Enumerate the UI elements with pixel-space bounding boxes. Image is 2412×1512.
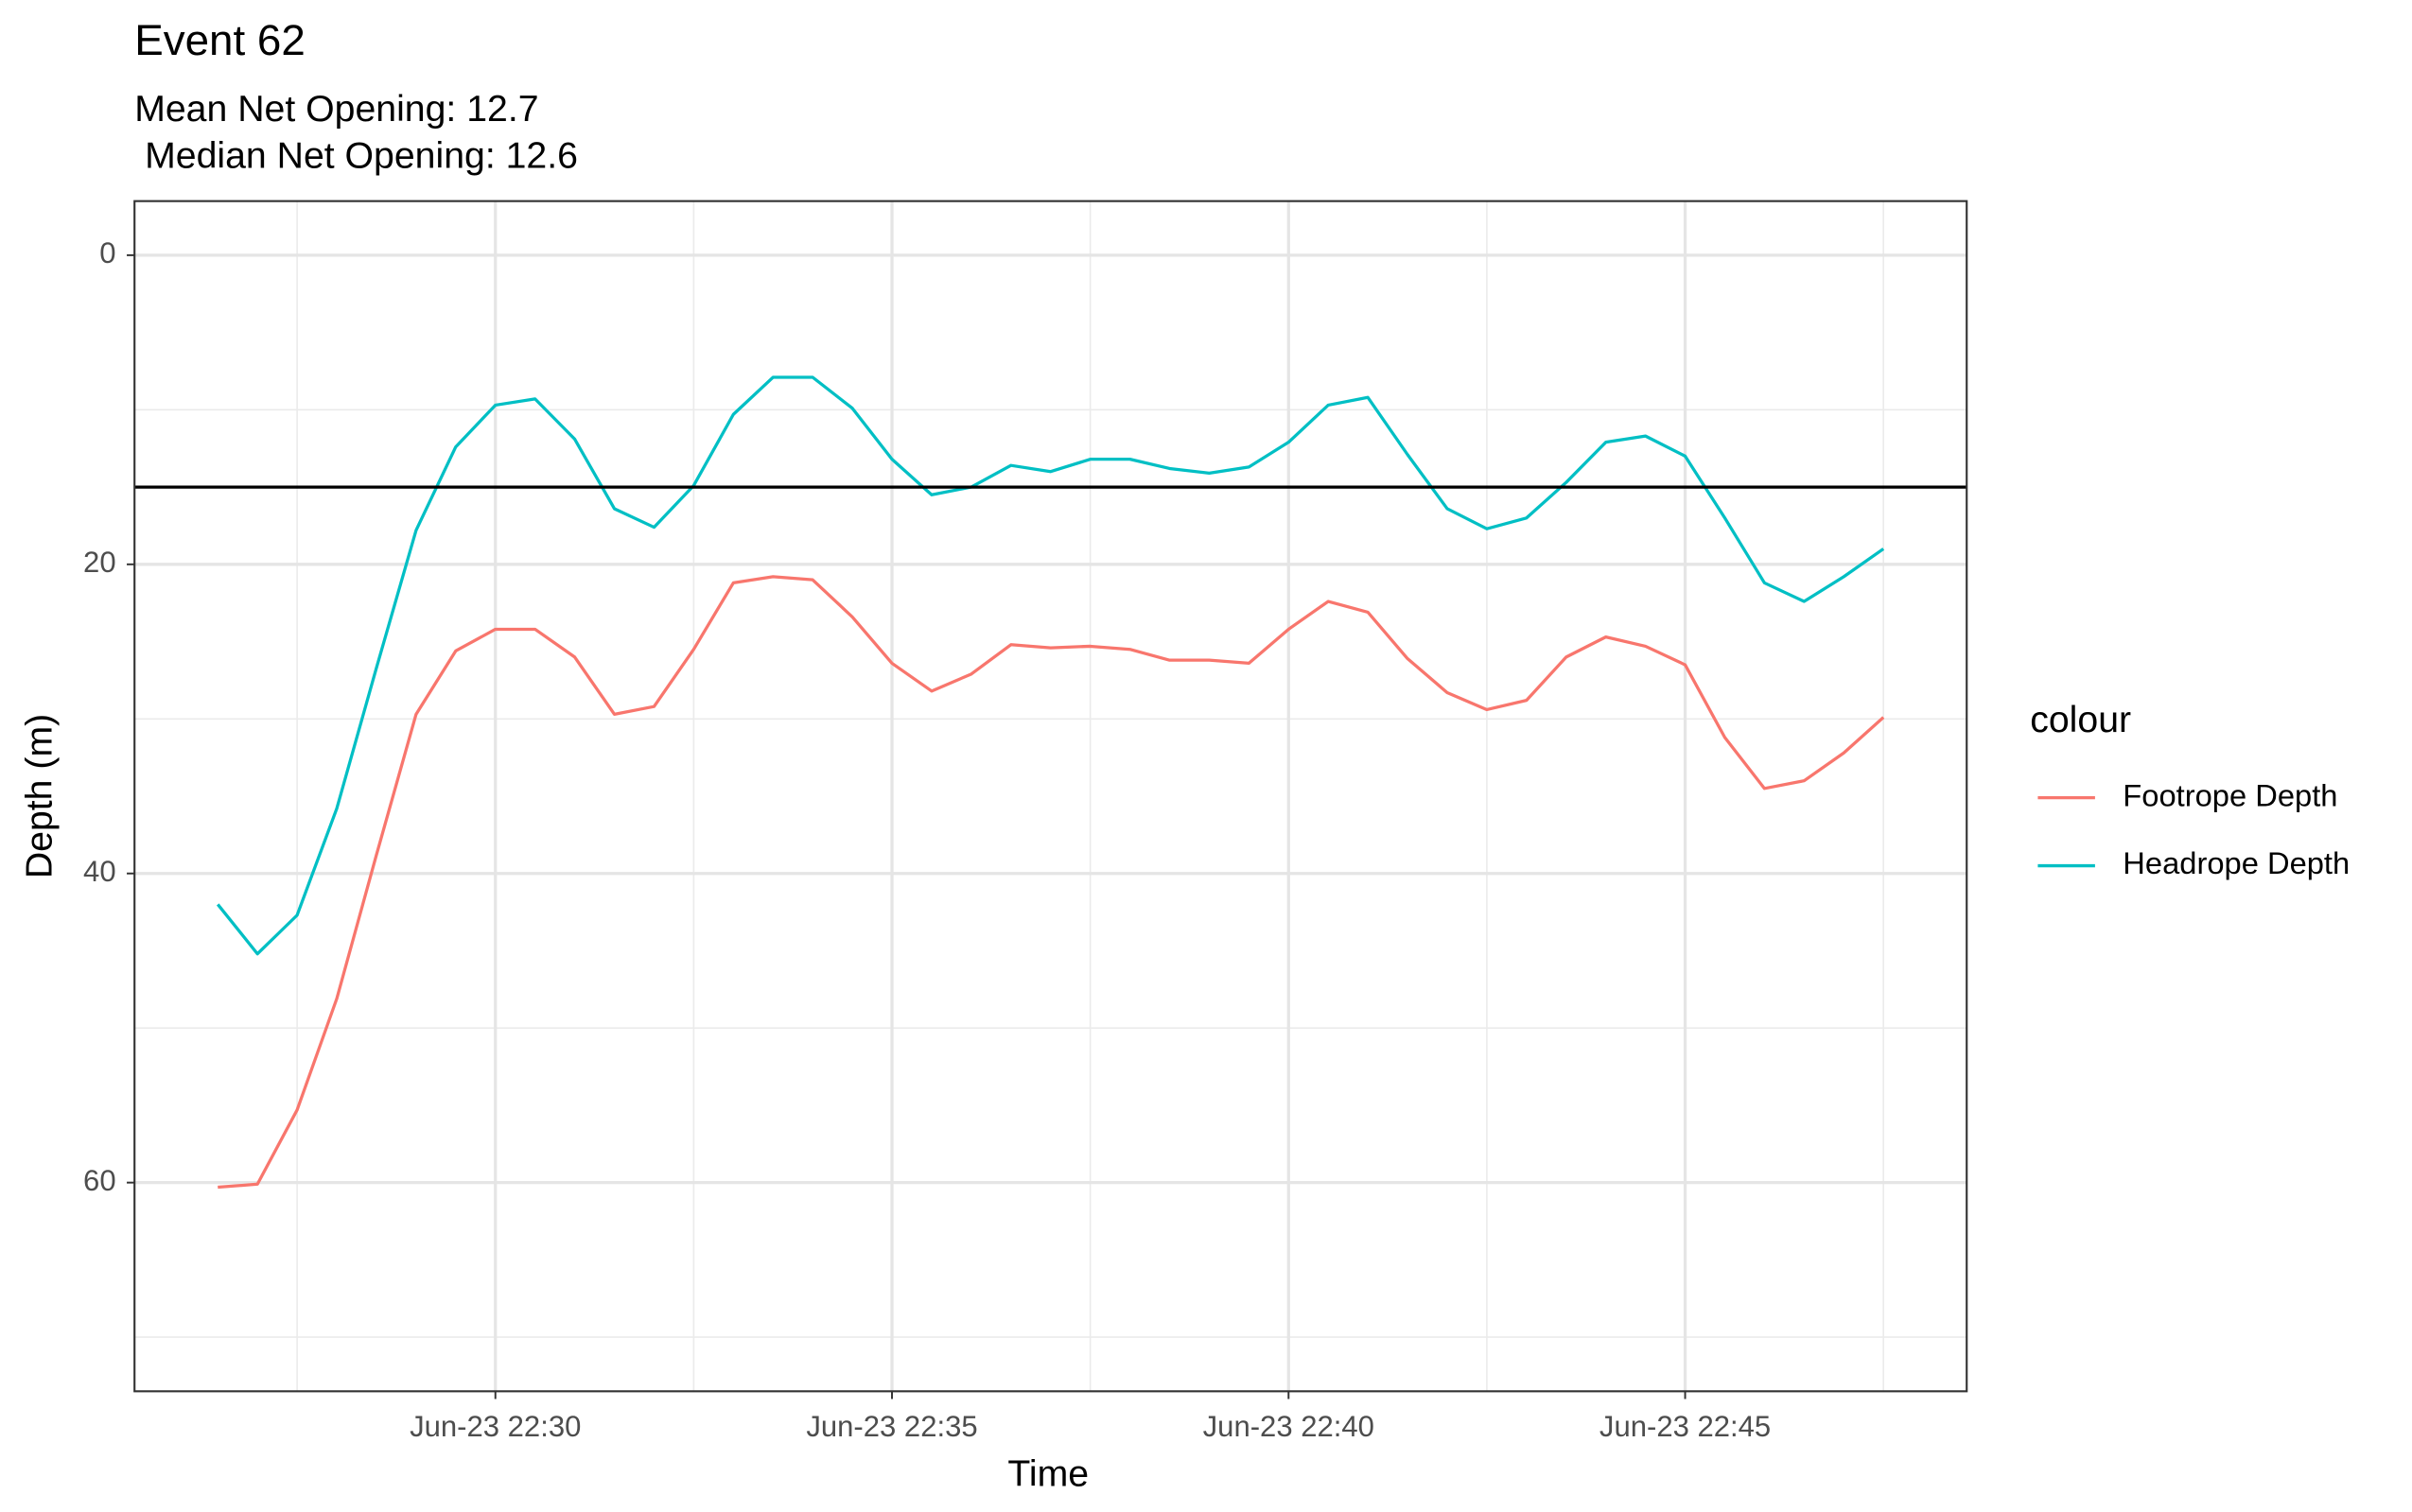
chart-subtitle: Median Net Opening: 12.6 (134, 134, 578, 176)
y-tick-label: 0 (99, 236, 115, 269)
x-axis-title: Time (1007, 1453, 1089, 1495)
legend-label: Footrope Depth (2123, 777, 2337, 812)
legend-label: Headrope Depth (2123, 845, 2350, 880)
y-tick-label: 20 (83, 546, 116, 579)
y-tick-label: 40 (83, 855, 116, 888)
chart-title: Event 62 (134, 16, 306, 64)
panel-border (133, 200, 1968, 1393)
y-tick-label: 60 (83, 1164, 116, 1197)
chart-subtitle: Mean Net Opening: 12.7 (134, 88, 538, 130)
x-tick-label: Jun-23 22:35 (806, 1410, 977, 1443)
y-axis-title: Depth (m) (18, 714, 60, 878)
x-tick-label: Jun-23 22:30 (410, 1410, 581, 1443)
legend-title: colour (2030, 699, 2131, 740)
data-line (218, 575, 1885, 1190)
x-tick-label: Jun-23 22:45 (1599, 1410, 1771, 1443)
data-line (216, 375, 1885, 956)
x-tick-label: Jun-23 22:40 (1203, 1410, 1374, 1443)
